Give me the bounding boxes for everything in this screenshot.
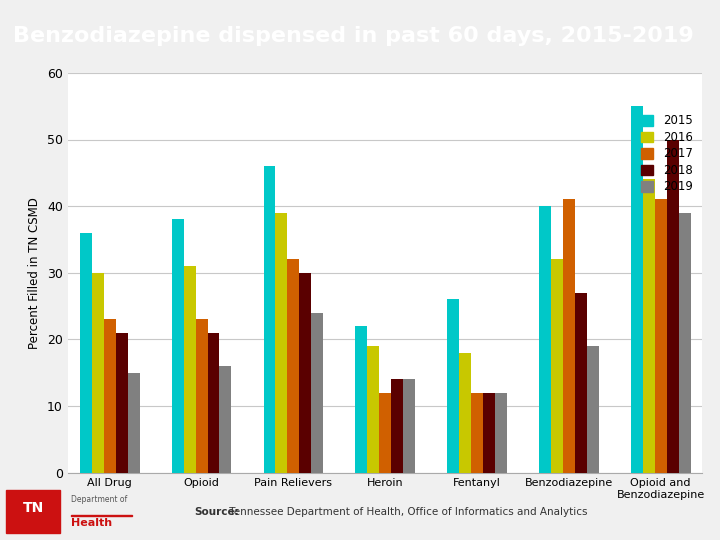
Bar bbox=[575, 293, 587, 472]
Bar bbox=[391, 379, 403, 472]
Bar bbox=[678, 213, 690, 472]
Bar bbox=[6, 490, 60, 533]
Bar bbox=[264, 166, 276, 472]
Bar bbox=[551, 259, 563, 472]
Bar bbox=[116, 333, 127, 472]
Text: Benzodiazepine dispensed in past 60 days, 2015-2019: Benzodiazepine dispensed in past 60 days… bbox=[13, 26, 693, 46]
Bar bbox=[356, 326, 367, 472]
Bar bbox=[667, 139, 678, 472]
Bar bbox=[483, 393, 495, 472]
Bar bbox=[654, 199, 667, 472]
Bar bbox=[631, 106, 643, 472]
Bar bbox=[207, 333, 220, 472]
Bar bbox=[447, 299, 459, 472]
Bar bbox=[300, 273, 311, 472]
Bar bbox=[127, 373, 140, 472]
Bar bbox=[367, 346, 379, 472]
Bar bbox=[403, 379, 415, 472]
Bar bbox=[643, 179, 654, 472]
Text: Health: Health bbox=[71, 518, 112, 528]
Bar bbox=[563, 199, 575, 472]
Bar bbox=[287, 259, 300, 472]
Bar bbox=[539, 206, 551, 472]
Bar bbox=[471, 393, 483, 472]
Y-axis label: Percent Filled in TN CSMD: Percent Filled in TN CSMD bbox=[28, 197, 41, 349]
Bar bbox=[71, 515, 132, 516]
Bar bbox=[495, 393, 507, 472]
Bar bbox=[92, 273, 104, 472]
Bar bbox=[220, 366, 231, 472]
Bar bbox=[184, 266, 196, 472]
Bar bbox=[80, 233, 92, 472]
Bar bbox=[104, 319, 116, 472]
Bar bbox=[196, 319, 207, 472]
Bar bbox=[276, 213, 287, 472]
Bar bbox=[459, 353, 471, 472]
Bar bbox=[379, 393, 391, 472]
Bar bbox=[171, 219, 184, 472]
Text: Source:: Source: bbox=[194, 507, 239, 517]
Bar bbox=[587, 346, 599, 472]
Legend: 2015, 2016, 2017, 2018, 2019: 2015, 2016, 2017, 2018, 2019 bbox=[638, 111, 696, 197]
Text: Department of: Department of bbox=[71, 495, 127, 504]
Text: TN: TN bbox=[22, 501, 44, 515]
Text: Tennessee Department of Health, Office of Informatics and Analytics: Tennessee Department of Health, Office o… bbox=[226, 507, 588, 517]
Bar bbox=[311, 313, 323, 472]
